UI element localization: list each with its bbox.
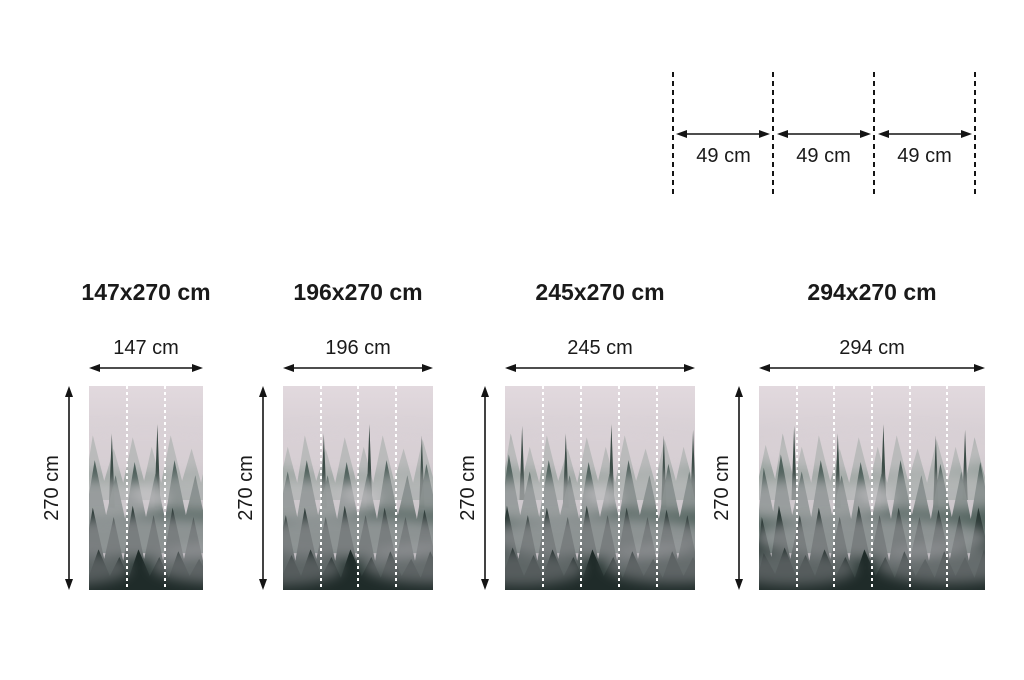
guide-width-arrow-icon [777,130,871,138]
panel-divider-line [656,386,658,590]
height-dimension-label: 270 cm [711,455,733,521]
panel-divider-line [125,386,128,590]
panel-divider-line [319,386,322,590]
width-dimension-label: 196 cm [325,337,391,359]
panel-width-guide: 49 cm 49 cm 49 cm [672,72,976,195]
guide-width-label: 49 cm [696,145,751,167]
panel-divider-line [795,386,798,590]
mural-preview [759,386,985,590]
panel-divider-line [394,386,397,590]
height-dimension-label: 270 cm [457,455,479,521]
height-arrow-icon [735,386,743,590]
mural-preview [505,386,695,590]
forest-image [505,386,695,590]
guide-width-label: 49 cm [897,145,952,167]
panel-divider-line [833,386,836,590]
height-dimension-label: 270 cm [235,455,257,521]
panel-cut-line [974,72,976,195]
size-title: 147x270 cm [81,279,211,305]
panel-cut-line [672,72,674,195]
mural-preview [89,386,203,590]
size-title: 245x270 cm [535,279,665,305]
size-diagram-294x270: 294x270 cm 294 cm 270 cm [703,279,985,590]
guide-width-arrow-icon [676,130,770,138]
guide-width-label: 49 cm [796,145,851,167]
size-diagram-147x270: 147x270 cm 147 cm 270 cm [33,279,211,590]
panel-cut-line [772,72,774,195]
size-title: 294x270 cm [807,279,937,305]
panel-divider-line [871,386,873,590]
width-dimension-label: 147 cm [113,337,179,359]
height-dimension-label: 270 cm [41,455,63,521]
width-dimension-label: 245 cm [567,337,633,359]
panel-divider-line [164,386,166,590]
panel-divider-line [357,386,359,590]
forest-image [89,386,203,590]
panel-divider-line [618,386,620,590]
height-arrow-icon [259,386,267,590]
panel-divider-line [908,386,911,590]
width-arrow-icon [283,364,433,372]
panel-divider-line [542,386,544,590]
panel-divider-line [580,386,582,590]
mural-preview [283,386,433,590]
panel-divider-line [946,386,949,590]
guide-width-arrow-icon [878,130,972,138]
width-arrow-icon [505,364,695,372]
height-arrow-icon [481,386,489,590]
size-title: 196x270 cm [293,279,423,305]
width-arrow-icon [759,364,985,372]
size-diagram-196x270: 196x270 cm 196 cm 270 cm [227,279,433,590]
size-diagram-245x270: 245x270 cm 245 cm 270 cm [449,279,695,590]
width-arrow-icon [89,364,203,372]
panel-cut-line [873,72,875,195]
height-arrow-icon [65,386,73,590]
width-dimension-label: 294 cm [839,337,905,359]
